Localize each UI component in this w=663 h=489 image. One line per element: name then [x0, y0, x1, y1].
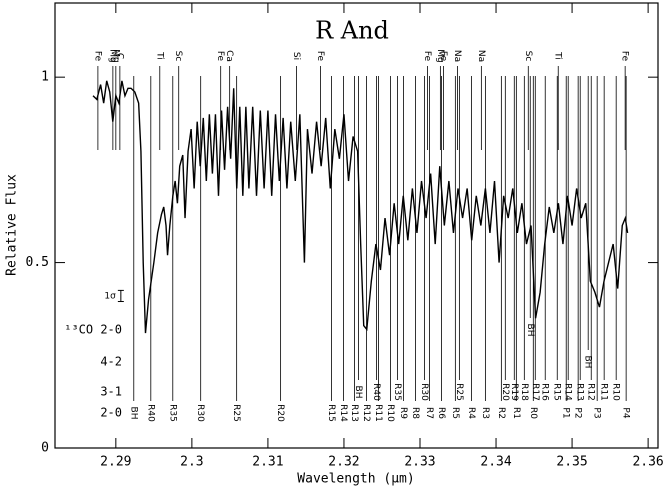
- band-line-label: R25: [454, 383, 464, 401]
- band-line-label: R4: [466, 407, 476, 419]
- band-line-label: R25: [231, 404, 241, 422]
- band-line-label: P4: [621, 407, 631, 418]
- band-line-label: R6: [436, 407, 446, 419]
- band-line-label: R9: [398, 407, 408, 419]
- band-line-label: R12: [361, 404, 371, 422]
- atomic-label: Fe: [315, 51, 325, 62]
- chart-title: R And: [315, 17, 389, 45]
- plot-frame: [54, 2, 659, 449]
- band-line-label: R0: [528, 407, 538, 419]
- atomic-label: Ti: [154, 51, 164, 60]
- band-line-label: R15: [552, 383, 562, 401]
- band-line-label: R7: [424, 407, 434, 419]
- band-line-label: R15: [326, 404, 336, 422]
- band-line-label: BH: [128, 407, 138, 420]
- band-line-label: R35: [392, 383, 402, 401]
- atomic-label: Fe: [422, 51, 432, 62]
- x-tick-label: 2.31: [252, 455, 283, 470]
- band-line-label: R1: [511, 407, 521, 419]
- atomic-label: Si: [291, 52, 301, 60]
- band-line-label: R30: [195, 404, 205, 422]
- atomic-label: C: [114, 53, 124, 59]
- atomic-label: Fe: [620, 51, 630, 62]
- band-row-label: 3-1: [100, 385, 122, 399]
- y-axis-label: Relative Flux: [5, 174, 20, 276]
- atomic-label: Na: [476, 50, 486, 62]
- band-line-label: P3: [592, 407, 602, 418]
- y-tick-label: 1: [41, 70, 49, 85]
- x-tick-label: 2.34: [480, 455, 511, 470]
- spectrum-line: [92, 80, 629, 334]
- band-line-label: R40: [371, 383, 381, 401]
- band-line-label: BH: [525, 324, 535, 337]
- atomic-label: Mg: [107, 49, 117, 62]
- atomic-label: Ca: [224, 50, 234, 62]
- band-line-label: R19: [509, 383, 519, 401]
- atomic-label: Fe: [92, 51, 102, 62]
- band-line-label: R3: [480, 407, 490, 419]
- band-line-label: R16: [540, 383, 550, 401]
- band-line-label: BH: [353, 386, 363, 399]
- band-line-label: R14: [338, 404, 348, 422]
- band-line-label: R10: [611, 383, 621, 401]
- band-line-label: R14: [563, 383, 573, 401]
- x-tick-label: 2.36: [632, 455, 663, 470]
- band-line-label: R11: [373, 404, 383, 422]
- y-tick-label: 0: [41, 441, 49, 456]
- band-row-label: ¹³CO 2-0: [64, 323, 122, 337]
- x-axis-label: Wavelength (μm): [297, 472, 414, 487]
- band-line-label: R30: [419, 383, 429, 401]
- band-line-label: R35: [167, 404, 177, 422]
- atomic-label: Sc: [523, 51, 533, 62]
- band-line-label: R8: [410, 407, 420, 419]
- atomic-label: Fe: [438, 51, 448, 62]
- band-line-label: P1: [561, 407, 571, 418]
- atomic-label: Na: [452, 50, 462, 62]
- band-line-label: R5: [450, 407, 460, 419]
- band-line-label: R20: [275, 404, 285, 422]
- atomic-label: Mg: [435, 49, 445, 62]
- atomic-label: Ti: [553, 51, 563, 60]
- band-row-label: 2-0: [100, 406, 122, 420]
- atomic-label: Fe: [215, 51, 225, 62]
- band-line-label: R18: [519, 383, 529, 401]
- band-line-label: R13: [575, 383, 585, 401]
- band-line-label: BH: [583, 356, 593, 369]
- band-line-label: R17: [530, 383, 540, 401]
- y-tick-label: 0.5: [26, 255, 49, 270]
- x-tick-label: 2.29: [100, 455, 131, 470]
- atomic-label: Mg: [110, 49, 120, 62]
- error-bar-label: 1σ: [104, 291, 116, 301]
- x-tick-label: 2.35: [556, 455, 587, 470]
- band-line-label: R40: [145, 404, 155, 422]
- band-row-label: 4-2: [100, 355, 122, 369]
- band-line-label: R11: [599, 383, 609, 401]
- band-line-label: R12: [586, 383, 596, 401]
- atomic-label: Sc: [173, 51, 183, 62]
- band-line-label: P2: [573, 407, 583, 418]
- band-line-label: R20: [500, 383, 510, 401]
- band-line-label: R13: [349, 404, 359, 422]
- x-tick-label: 2.33: [404, 455, 435, 470]
- band-line-label: R2: [496, 407, 506, 419]
- band-line-label: R10: [385, 404, 395, 422]
- x-tick-label: 2.3: [180, 455, 203, 470]
- x-tick-label: 2.32: [328, 455, 359, 470]
